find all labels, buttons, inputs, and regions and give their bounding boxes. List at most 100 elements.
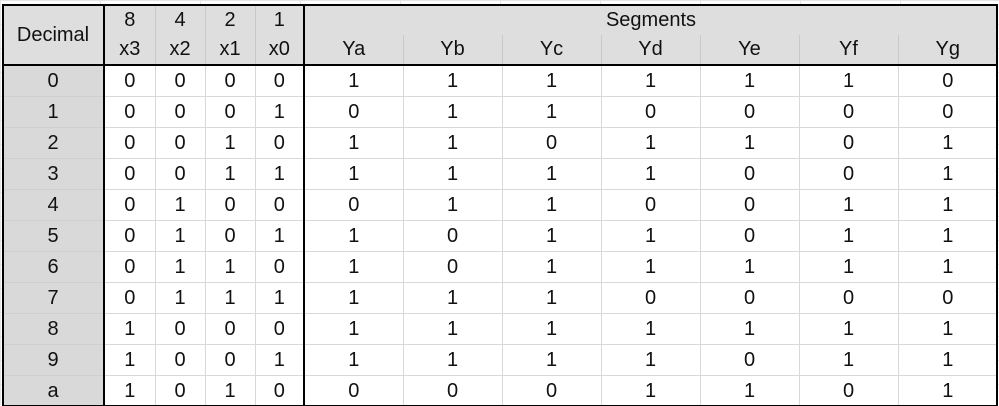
- output-cell[interactable]: 1: [502, 345, 601, 376]
- input-cell[interactable]: 1: [104, 314, 155, 345]
- input-cell[interactable]: 0: [205, 314, 255, 345]
- output-cell[interactable]: 1: [601, 159, 700, 190]
- decimal-cell[interactable]: 6: [3, 252, 104, 283]
- output-cell[interactable]: 1: [304, 128, 403, 159]
- decimal-cell[interactable]: 1: [3, 97, 104, 128]
- output-cell[interactable]: 0: [502, 128, 601, 159]
- output-cell[interactable]: 0: [601, 190, 700, 221]
- output-cell[interactable]: 1: [898, 252, 997, 283]
- output-cell[interactable]: 0: [403, 221, 502, 252]
- output-cell[interactable]: 0: [304, 376, 403, 406]
- input-cell[interactable]: 0: [155, 345, 205, 376]
- input-cell[interactable]: 0: [205, 97, 255, 128]
- output-cell[interactable]: 1: [403, 97, 502, 128]
- input-cell[interactable]: 0: [104, 190, 155, 221]
- output-cell[interactable]: 1: [403, 314, 502, 345]
- output-cell[interactable]: 0: [700, 159, 799, 190]
- input-cell[interactable]: 1: [104, 376, 155, 406]
- output-cell[interactable]: 1: [403, 190, 502, 221]
- input-cell[interactable]: 1: [255, 221, 304, 252]
- input-cell[interactable]: 0: [255, 128, 304, 159]
- input-cell[interactable]: 1: [205, 283, 255, 314]
- output-cell[interactable]: 0: [799, 376, 898, 406]
- input-cell[interactable]: 1: [155, 190, 205, 221]
- input-cell[interactable]: 1: [155, 252, 205, 283]
- decimal-cell[interactable]: 7: [3, 283, 104, 314]
- input-cell[interactable]: 0: [205, 345, 255, 376]
- output-cell[interactable]: 1: [898, 190, 997, 221]
- output-cell[interactable]: 1: [898, 159, 997, 190]
- output-cell[interactable]: 0: [799, 159, 898, 190]
- output-cell[interactable]: 1: [304, 314, 403, 345]
- output-cell[interactable]: 1: [601, 65, 700, 97]
- output-cell[interactable]: 1: [601, 252, 700, 283]
- output-cell[interactable]: 1: [304, 221, 403, 252]
- input-cell[interactable]: 1: [255, 159, 304, 190]
- input-cell[interactable]: 1: [155, 283, 205, 314]
- input-cell[interactable]: 0: [155, 314, 205, 345]
- input-cell[interactable]: 0: [155, 65, 205, 97]
- output-cell[interactable]: 1: [502, 221, 601, 252]
- output-cell[interactable]: 1: [700, 65, 799, 97]
- output-cell[interactable]: 1: [304, 159, 403, 190]
- output-cell[interactable]: 0: [502, 376, 601, 406]
- output-cell[interactable]: 1: [799, 65, 898, 97]
- output-cell[interactable]: 1: [502, 283, 601, 314]
- input-cell[interactable]: 0: [255, 314, 304, 345]
- decimal-cell[interactable]: 5: [3, 221, 104, 252]
- output-cell[interactable]: 0: [304, 97, 403, 128]
- input-cell[interactable]: 1: [104, 345, 155, 376]
- decimal-cell[interactable]: 9: [3, 345, 104, 376]
- input-cell[interactable]: 1: [205, 159, 255, 190]
- output-cell[interactable]: 1: [601, 314, 700, 345]
- input-cell[interactable]: 0: [104, 252, 155, 283]
- output-cell[interactable]: 1: [403, 128, 502, 159]
- output-cell[interactable]: 1: [601, 345, 700, 376]
- output-cell[interactable]: 1: [403, 159, 502, 190]
- output-cell[interactable]: 1: [403, 345, 502, 376]
- output-cell[interactable]: 1: [799, 314, 898, 345]
- input-cell[interactable]: 0: [104, 221, 155, 252]
- output-cell[interactable]: 1: [898, 345, 997, 376]
- output-cell[interactable]: 1: [700, 128, 799, 159]
- decimal-cell[interactable]: 4: [3, 190, 104, 221]
- output-cell[interactable]: 1: [898, 221, 997, 252]
- output-cell[interactable]: 1: [898, 128, 997, 159]
- output-cell[interactable]: 0: [898, 65, 997, 97]
- input-cell[interactable]: 1: [255, 97, 304, 128]
- input-cell[interactable]: 0: [255, 190, 304, 221]
- input-cell[interactable]: 0: [205, 65, 255, 97]
- input-cell[interactable]: 1: [255, 345, 304, 376]
- output-cell[interactable]: 1: [799, 252, 898, 283]
- output-cell[interactable]: 1: [898, 376, 997, 406]
- decimal-cell[interactable]: 2: [3, 128, 104, 159]
- decimal-cell[interactable]: 8: [3, 314, 104, 345]
- output-cell[interactable]: 0: [403, 376, 502, 406]
- output-cell[interactable]: 1: [700, 252, 799, 283]
- output-cell[interactable]: 1: [502, 65, 601, 97]
- output-cell[interactable]: 0: [601, 97, 700, 128]
- decimal-cell[interactable]: 0: [3, 65, 104, 97]
- output-cell[interactable]: 0: [799, 283, 898, 314]
- output-cell[interactable]: 0: [898, 283, 997, 314]
- output-cell[interactable]: 1: [403, 65, 502, 97]
- output-cell[interactable]: 1: [502, 190, 601, 221]
- output-cell[interactable]: 1: [502, 252, 601, 283]
- output-cell[interactable]: 1: [502, 97, 601, 128]
- output-cell[interactable]: 0: [700, 283, 799, 314]
- input-cell[interactable]: 0: [255, 376, 304, 406]
- output-cell[interactable]: 0: [799, 128, 898, 159]
- input-cell[interactable]: 0: [255, 252, 304, 283]
- output-cell[interactable]: 1: [304, 283, 403, 314]
- output-cell[interactable]: 0: [700, 190, 799, 221]
- input-cell[interactable]: 0: [104, 159, 155, 190]
- input-cell[interactable]: 1: [155, 221, 205, 252]
- decimal-cell[interactable]: 3: [3, 159, 104, 190]
- output-cell[interactable]: 1: [799, 345, 898, 376]
- input-cell[interactable]: 1: [205, 128, 255, 159]
- input-cell[interactable]: 0: [155, 97, 205, 128]
- output-cell[interactable]: 0: [700, 221, 799, 252]
- input-cell[interactable]: 0: [155, 376, 205, 406]
- output-cell[interactable]: 1: [799, 190, 898, 221]
- output-cell[interactable]: 0: [304, 190, 403, 221]
